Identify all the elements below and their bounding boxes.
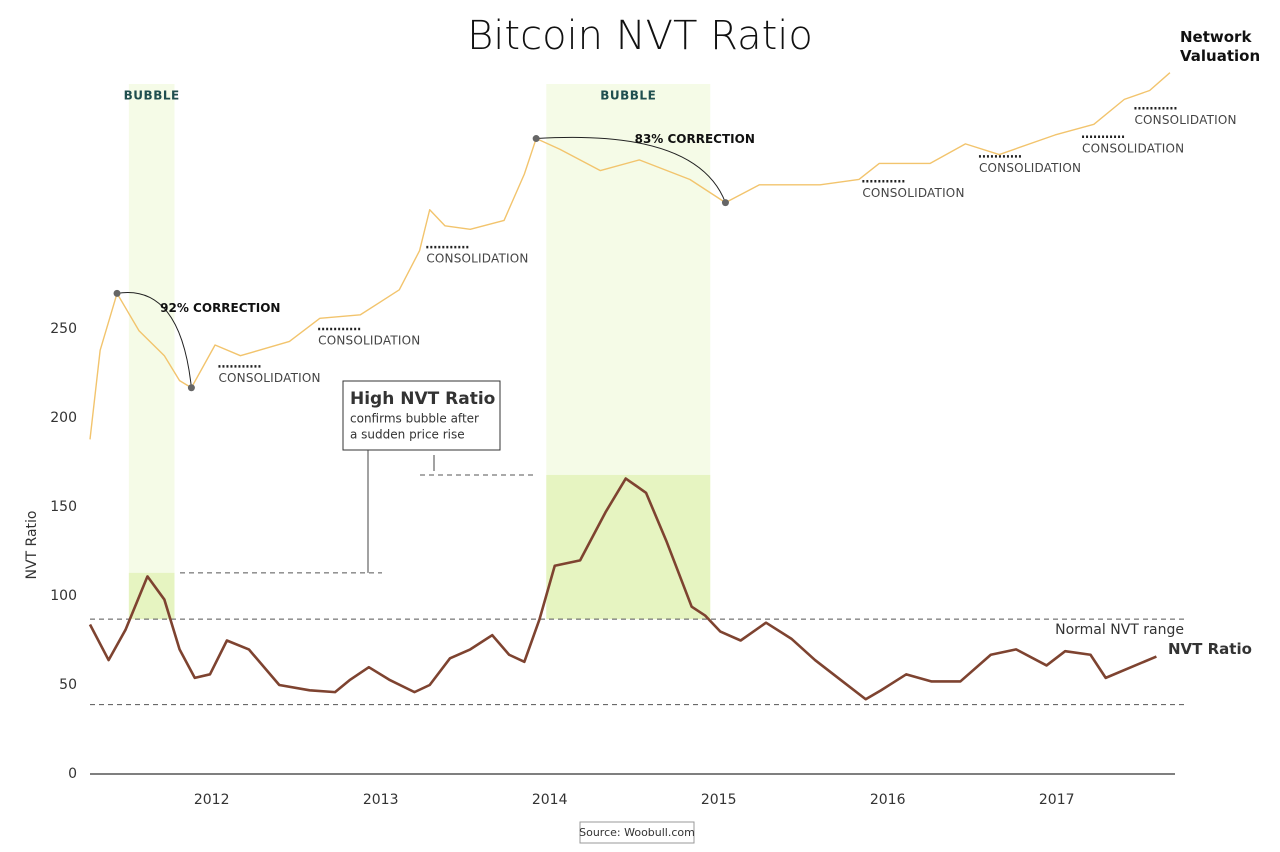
callout-text: a sudden price rise xyxy=(350,428,465,442)
bubble-label: BUBBLE xyxy=(600,89,656,103)
x-tick-label: 2017 xyxy=(1039,792,1075,808)
y-axis-label: NVT Ratio xyxy=(24,511,40,580)
source-box xyxy=(579,821,695,844)
x-tick-label: 2015 xyxy=(701,792,737,808)
callout-text: confirms bubble after xyxy=(350,412,479,426)
consolidation-label: CONSOLIDATION xyxy=(1134,113,1236,127)
consolidation-label: CONSOLIDATION xyxy=(318,334,420,348)
x-tick-label: 2016 xyxy=(870,792,906,808)
x-tick-label: 2014 xyxy=(532,792,568,808)
series-label: Network Valuation xyxy=(1180,28,1261,65)
normal-range-label: Normal NVT range xyxy=(1055,622,1184,638)
x-tick-label: 2013 xyxy=(363,792,399,808)
correction-label: 92% CORRECTION xyxy=(160,301,280,315)
consolidation-label: CONSOLIDATION xyxy=(218,371,320,385)
y-tick-label: 100 xyxy=(50,588,77,604)
y-tick-label: 150 xyxy=(50,499,77,515)
consolidation-label: CONSOLIDATION xyxy=(979,161,1081,175)
series-label: NVT Ratio xyxy=(1168,640,1252,658)
correction-start xyxy=(532,135,540,143)
bubble-region xyxy=(128,84,175,620)
source: Source: Woobull.com xyxy=(579,826,695,839)
y-tick-label: 50 xyxy=(59,677,77,693)
correction-start xyxy=(113,289,121,297)
chart-title: Bitcoin NVT Ratio xyxy=(467,13,813,59)
correction-end xyxy=(721,199,729,207)
y-tick-label: 250 xyxy=(50,321,77,337)
bubble-label: BUBBLE xyxy=(124,89,180,103)
y-tick-label: 200 xyxy=(50,410,77,426)
high-nvt-region xyxy=(546,474,711,620)
consolidation-label: CONSOLIDATION xyxy=(862,186,964,200)
correction-arc xyxy=(116,292,192,388)
correction-label: 83% CORRECTION xyxy=(635,132,755,146)
callout-title: High NVT Ratio xyxy=(350,389,495,409)
x-tick-label: 2012 xyxy=(194,792,230,808)
series-line xyxy=(88,477,1157,701)
correction-end xyxy=(187,384,195,392)
consolidation-label: CONSOLIDATION xyxy=(1082,141,1184,155)
y-tick-label: 0 xyxy=(68,766,77,782)
correction-arc xyxy=(536,136,726,203)
consolidation-label: CONSOLIDATION xyxy=(426,252,528,266)
callout-box xyxy=(342,380,501,451)
